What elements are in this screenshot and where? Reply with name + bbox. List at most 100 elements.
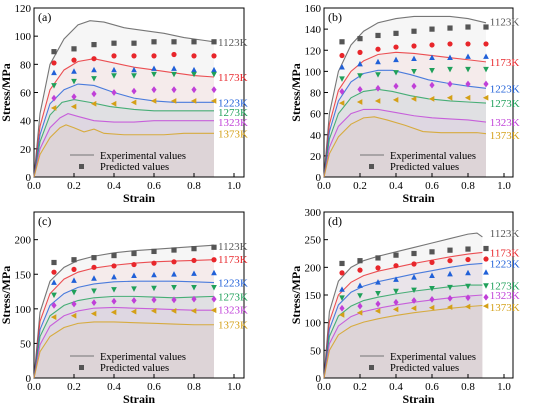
predicted-point-1373K	[392, 97, 399, 103]
predicted-point-1373K	[170, 98, 177, 104]
predicted-point-1273K	[111, 287, 117, 293]
experimental-line-1373K	[33, 124, 214, 178]
predicted-point-1173K	[357, 49, 363, 55]
predicted-point-1323K	[171, 296, 177, 304]
series-area-1373K	[324, 116, 486, 177]
predicted-point-1173K	[91, 56, 97, 62]
predicted-point-1123K	[191, 39, 197, 45]
predicted-point-1323K	[191, 86, 197, 94]
experimental-line-1323K	[33, 306, 214, 379]
predicted-point-1323K	[429, 296, 435, 303]
x-tick-label: 1.0	[497, 381, 511, 393]
y-tick-label: 20	[310, 151, 322, 163]
predicted-point-1273K	[131, 73, 137, 79]
series-label-1173K: 1173K	[490, 57, 520, 69]
x-tick-label: 0.0	[317, 381, 331, 393]
y-tick-label: 0	[26, 373, 32, 385]
predicted-point-1373K	[338, 312, 345, 318]
predicted-point-1123K	[483, 245, 489, 252]
legend-predicted-label: Predicted values	[100, 162, 169, 173]
predicted-point-1373K	[428, 304, 435, 311]
predicted-point-1223K	[91, 275, 97, 281]
experimental-line-1123K	[33, 244, 215, 379]
legend-marker-swatch	[79, 164, 84, 169]
y-axis-label: Stress/MPa	[0, 266, 13, 324]
x-tick-label: 0.6	[425, 180, 439, 192]
series-label-1223K: 1223K	[490, 258, 520, 270]
predicted-point-1123K	[111, 252, 117, 259]
predicted-point-1273K	[151, 285, 157, 292]
predicted-point-1323K	[51, 94, 57, 102]
y-tick-label: 50	[20, 338, 32, 350]
predicted-point-1323K	[171, 86, 177, 94]
y-tick-label: 150	[305, 290, 322, 302]
predicted-point-1373K	[356, 309, 363, 316]
predicted-point-1123K	[191, 246, 197, 252]
predicted-point-1323K	[357, 302, 363, 310]
predicted-point-1373K	[210, 98, 217, 104]
predicted-point-1173K	[111, 53, 117, 59]
y-tick-label: 200	[15, 235, 32, 247]
series-area-1123K	[324, 233, 483, 378]
predicted-point-1223K	[447, 54, 453, 60]
y-axis-label: Stress/MPa	[0, 63, 13, 121]
predicted-point-1273K	[411, 287, 417, 294]
predicted-point-1323K	[91, 299, 97, 306]
legend-predicted-label: Predicted values	[390, 363, 459, 374]
predicted-point-1123K	[211, 244, 217, 250]
predicted-point-1323K	[211, 295, 217, 303]
predicted-point-1323K	[465, 294, 471, 302]
y-tick-label: 80	[310, 88, 322, 100]
predicted-point-1223K	[447, 270, 453, 277]
legend-predicted-label: Predicted values	[100, 363, 169, 374]
predicted-point-1373K	[464, 303, 471, 310]
predicted-point-1123K	[151, 248, 157, 255]
y-tick-label: 0	[316, 373, 322, 385]
predicted-point-1123K	[171, 39, 177, 45]
predicted-point-1173K	[151, 260, 157, 266]
predicted-point-1323K	[191, 295, 197, 303]
predicted-point-1323K	[111, 89, 117, 96]
x-tick-label: 0.4	[389, 381, 403, 393]
series-area-1323K	[324, 109, 486, 177]
experimental-line-1223K	[323, 262, 483, 379]
y-tick-label: 200	[305, 262, 322, 274]
predicted-point-1123K	[447, 25, 453, 31]
y-tick-label: 140	[305, 24, 322, 36]
panel-label: (a)	[38, 10, 51, 24]
x-tick-label: 0.0	[27, 381, 41, 393]
panel-label: (d)	[328, 214, 342, 228]
predicted-point-1123K	[111, 40, 117, 46]
predicted-point-1373K	[130, 99, 137, 106]
predicted-point-1173K	[151, 53, 157, 59]
predicted-point-1273K	[375, 291, 381, 297]
predicted-point-1323K	[151, 296, 157, 304]
series-label-1273K: 1273K	[218, 107, 248, 119]
y-tick-label: 150	[15, 269, 32, 281]
x-tick-label: 1.0	[227, 180, 241, 192]
predicted-point-1223K	[339, 286, 345, 292]
predicted-point-1123K	[375, 255, 381, 261]
predicted-point-1323K	[375, 300, 381, 308]
x-tick-label: 0.2	[353, 180, 367, 192]
predicted-point-1173K	[465, 41, 471, 47]
y-tick-label: 120	[15, 3, 32, 15]
predicted-point-1123K	[131, 250, 137, 257]
predicted-point-1123K	[71, 257, 77, 263]
x-axis-label: Strain	[123, 392, 155, 406]
predicted-point-1323K	[393, 298, 399, 306]
experimental-line-1373K	[33, 321, 214, 379]
predicted-point-1223K	[211, 269, 217, 276]
panel-d: 0.0 0.2 0.4 0.6 0.8 1.0 0 50 100 150 200 250 300 Stra…	[289, 207, 520, 406]
predicted-point-1223K	[111, 66, 117, 73]
x-tick-label: 0.8	[187, 180, 201, 192]
predicted-point-1223K	[131, 66, 137, 73]
predicted-point-1323K	[465, 80, 471, 88]
series-label-1123K: 1123K	[218, 37, 248, 49]
predicted-point-1373K	[190, 308, 197, 314]
experimental-line-1223K	[33, 280, 215, 379]
predicted-point-1223K	[111, 273, 117, 280]
predicted-point-1323K	[151, 86, 157, 94]
predicted-point-1273K	[429, 286, 435, 292]
